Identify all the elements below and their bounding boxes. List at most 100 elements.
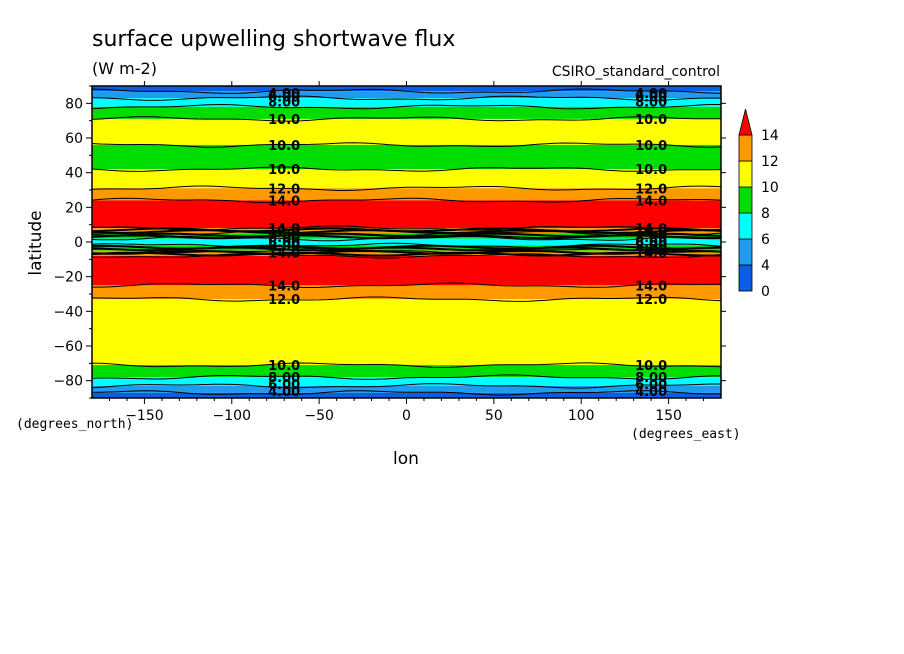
contour-label: 6.00 <box>268 378 300 393</box>
x-tick-label: −150 <box>125 408 163 424</box>
contour-line-equatorial <box>91 234 722 240</box>
contour-label: 12.0 <box>268 226 300 241</box>
x-unit-label: (degrees_east) <box>631 427 741 442</box>
contour-label: 12.0 <box>268 182 300 197</box>
contour-label: 8.00 <box>635 239 667 254</box>
contour-label: 6.00 <box>268 90 300 105</box>
y-tick-label: 0 <box>74 235 83 251</box>
x-tick-label: 0 <box>402 408 411 424</box>
contour-label: 10.0 <box>268 359 300 374</box>
latitude-band <box>92 255 721 286</box>
contour-label: 8.00 <box>268 371 300 386</box>
y-tick-label: 20 <box>65 200 83 216</box>
contour-label: 14.0 <box>635 246 667 261</box>
latitude-bands <box>92 86 721 398</box>
contour-lines <box>91 88 722 396</box>
contour-label: 12.0 <box>635 293 667 308</box>
y-tick-label: −60 <box>53 339 83 355</box>
contour-label: 10.0 <box>635 163 667 178</box>
y-tick-label: −80 <box>53 374 83 390</box>
y-axis-label: latitude <box>26 210 46 275</box>
colorbar-tick-label: 4 <box>761 258 770 274</box>
contour-line <box>91 185 722 192</box>
contour-label: 12.0 <box>635 182 667 197</box>
latitude-band <box>92 188 721 201</box>
contour-label: 8.00 <box>268 96 300 111</box>
contour-line <box>91 296 722 302</box>
latitude-band <box>92 377 721 386</box>
contour-label: 14.0 <box>268 194 300 209</box>
latitude-band <box>92 86 721 92</box>
contour-label: 4.00 <box>268 385 300 400</box>
contour-label: 6.00 <box>635 378 667 393</box>
latitude-band <box>92 385 721 393</box>
y-tick-label: 60 <box>65 131 83 147</box>
contour-label: 14.0 <box>635 222 667 237</box>
contour-line <box>91 253 722 259</box>
y-tick-label: −20 <box>53 270 83 286</box>
colorbar-segment <box>738 186 753 214</box>
contour-label: 14.0 <box>268 246 300 261</box>
latitude-band <box>92 238 721 246</box>
latitude-band <box>92 106 721 119</box>
contour-line <box>91 88 722 94</box>
x-tick-label: 50 <box>485 408 503 424</box>
contour-label: 8.00 <box>635 231 667 246</box>
colorbar: 0 4 6 8 10 12 14 <box>738 108 779 300</box>
contour-label: 10.0 <box>268 163 300 178</box>
contour-line <box>91 166 722 172</box>
latitude-band <box>92 169 721 189</box>
y-tick-label: 40 <box>65 166 83 182</box>
latitude-band <box>92 365 721 378</box>
contour-label: 8.00 <box>635 96 667 111</box>
contour-line-equatorial <box>91 227 722 233</box>
contour-label: 8.00 <box>635 371 667 386</box>
contour-label: 6.00 <box>635 236 667 251</box>
contour-label: 4.00 <box>635 385 667 400</box>
contour-label: 14.0 <box>635 279 667 294</box>
contour-line <box>91 383 721 389</box>
contour-label: 12.0 <box>268 293 300 308</box>
contour-label: 12.0 <box>635 226 667 241</box>
contour-line-equatorial <box>91 251 722 257</box>
colorbar-tick-label: 0 <box>761 284 770 300</box>
contour-label: 10.0 <box>268 113 300 128</box>
contour-label: 8.00 <box>268 231 300 246</box>
contour-line-equatorial <box>91 246 722 252</box>
contour-label: 14.0 <box>268 222 300 237</box>
contour-label: 10.0 <box>635 139 667 154</box>
x-tick-label: 100 <box>568 408 595 424</box>
contour-label: 10.0 <box>635 113 667 128</box>
x-tick-label: −50 <box>304 408 334 424</box>
contour-line <box>91 116 721 122</box>
y-tick-label: −40 <box>53 304 83 320</box>
x-axis-label: lon <box>393 449 419 469</box>
contour-label: 6.00 <box>635 90 667 105</box>
contour-label: 4.00 <box>635 87 667 102</box>
x-axis-ticks: −150 −100 −50 0 50 100 150 <box>108 81 705 424</box>
colorbar-segment <box>738 238 753 266</box>
latitude-band <box>92 98 721 107</box>
colorbar-tick-label: 12 <box>761 154 779 170</box>
latitude-band <box>92 299 721 366</box>
plot-area: 4.006.008.0010.010.010.012.014.014.012.0… <box>91 85 722 400</box>
chart-units: (W m-2) <box>92 59 157 78</box>
colorbar-tick-label: 14 <box>761 128 779 144</box>
x-tick-label: 150 <box>655 408 682 424</box>
contour-labels: 4.006.008.0010.010.010.012.014.014.012.0… <box>268 87 667 400</box>
contour-line <box>91 374 722 380</box>
contour-label: 14.0 <box>268 279 300 294</box>
latitude-band <box>92 118 721 145</box>
colorbar-tick-label: 10 <box>761 180 779 196</box>
contour-label: 14.0 <box>635 194 667 209</box>
x-tick-label: −100 <box>213 408 251 424</box>
colorbar-tick-label: 6 <box>761 232 770 248</box>
colorbar-segment <box>738 264 753 292</box>
contour-line <box>92 390 721 396</box>
contour-line <box>91 242 722 249</box>
colorbar-segment <box>738 134 753 162</box>
latitude-band <box>92 392 721 398</box>
chart-title: surface upwelling shortwave flux <box>92 27 455 52</box>
colorbar-segment <box>738 160 753 188</box>
contour-label: 4.00 <box>268 87 300 102</box>
